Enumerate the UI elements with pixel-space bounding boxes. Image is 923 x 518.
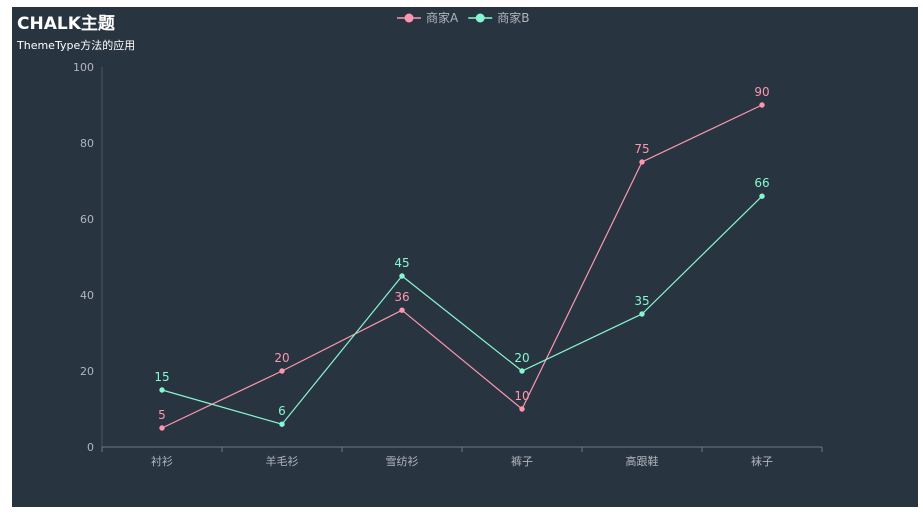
legend-label: 商家A — [426, 10, 459, 25]
data-label: 35 — [634, 294, 649, 308]
legend-marker — [404, 13, 414, 23]
chart-title: CHALK主题 — [17, 14, 115, 34]
data-point — [519, 368, 525, 374]
data-point — [399, 307, 405, 313]
data-label: 36 — [394, 290, 409, 304]
data-point — [399, 273, 405, 279]
data-point — [279, 421, 285, 427]
data-point — [759, 193, 765, 199]
y-tick-label: 60 — [80, 213, 94, 226]
chart-subtitle: ThemeType方法的应用 — [17, 39, 136, 52]
y-tick-label: 100 — [73, 61, 94, 74]
data-label: 75 — [634, 142, 649, 156]
x-tick-label: 衬衫 — [151, 455, 173, 468]
data-point — [519, 406, 525, 412]
x-tick-label: 羊毛衫 — [266, 454, 299, 468]
legend-marker — [475, 13, 485, 23]
data-label: 45 — [394, 256, 409, 270]
data-point — [159, 387, 165, 393]
data-label: 10 — [514, 389, 529, 403]
y-tick-label: 40 — [80, 289, 94, 302]
data-label: 90 — [754, 85, 769, 99]
data-label: 6 — [278, 404, 286, 418]
x-tick-label: 裤子 — [511, 454, 533, 468]
chart-panel: CHALK主题 ThemeType方法的应用 0 20 40 60 80 100 衬衫 羊毛衫… — [12, 7, 918, 507]
data-point — [639, 159, 645, 165]
series-line-0 — [161, 104, 763, 429]
data-label: 5 — [158, 408, 166, 422]
y-tick-label: 0 — [87, 441, 94, 454]
series-line-1 — [161, 195, 763, 425]
data-point — [639, 311, 645, 317]
line-chart: 0 20 40 60 80 100 衬衫 羊毛衫 雪纺衫 裤子 高跟鞋 袜子 5 20 36 10 75 90 15… — [73, 10, 823, 468]
data-label: 66 — [754, 176, 769, 190]
data-label: 15 — [154, 370, 169, 384]
y-tick-label: 80 — [80, 137, 94, 150]
data-label: 20 — [514, 351, 529, 365]
data-label: 20 — [274, 351, 289, 365]
data-point — [279, 368, 285, 374]
x-tick-label: 雪纺衫 — [386, 454, 419, 468]
x-tick-label: 袜子 — [751, 454, 773, 468]
x-tick-label: 高跟鞋 — [626, 454, 659, 468]
data-point — [759, 102, 765, 108]
data-point — [159, 425, 165, 431]
legend-label: 商家B — [497, 10, 529, 25]
y-tick-label: 20 — [80, 365, 94, 378]
